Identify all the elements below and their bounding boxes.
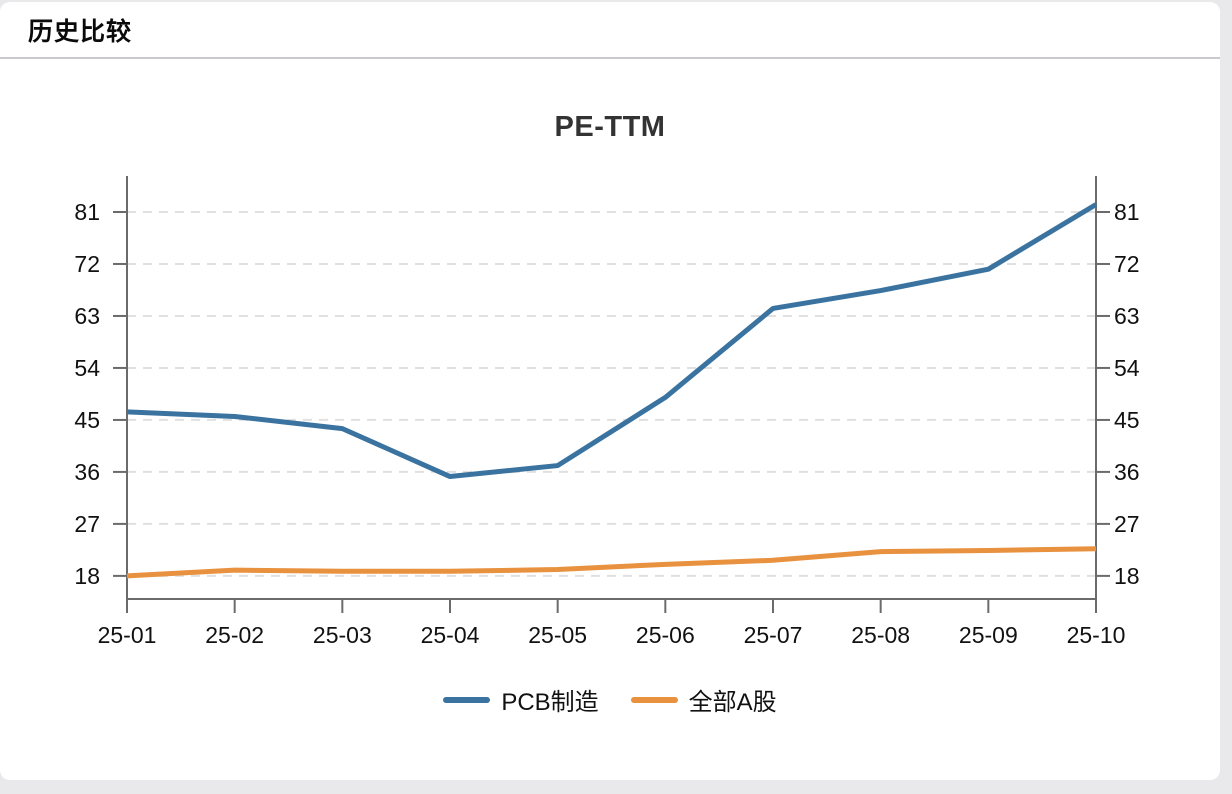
pe-ttm-line-chart: 18 18 27 27 36 36 45 45 54 54 63 63 72 72 81 81 25-01 25-…: [74, 176, 1140, 648]
y-tick-label-left: 72: [74, 251, 100, 277]
legend-swatch-1: [630, 696, 678, 703]
chart-title: PE-TTM: [554, 111, 666, 143]
y-tick-label-right: 63: [1114, 303, 1140, 329]
y-tick-label-left: 63: [74, 303, 100, 329]
y-tick-label-right: 45: [1114, 407, 1140, 433]
x-tick-label: 25-10: [1067, 622, 1126, 648]
x-tick-label: 25-06: [636, 622, 695, 648]
legend-label-0: PCB制造: [501, 689, 599, 716]
y-tick-label-right: 36: [1114, 459, 1140, 485]
legend-item-0[interactable]: PCB制造: [443, 682, 599, 717]
legend-item-1[interactable]: 全部A股: [630, 682, 777, 717]
series-line-0: [126, 202, 1098, 480]
x-tick-label: 25-02: [205, 622, 264, 648]
y-tick-label-left: 45: [74, 407, 100, 433]
series-line-1: [126, 546, 1097, 579]
y-tick-label-left: 18: [74, 563, 100, 589]
y-tick-label-left: 54: [74, 355, 100, 381]
x-tick-label: 25-03: [313, 622, 372, 648]
legend-label-1: 全部A股: [688, 689, 777, 716]
y-tick-label-left: 36: [74, 459, 100, 485]
x-tick-label: 25-05: [528, 622, 587, 648]
chart-legend: PCB制造 全部A股: [0, 682, 1220, 717]
card-header: 历史比较: [0, 2, 1220, 59]
legend-swatch-0: [443, 696, 491, 703]
x-tick-label: 25-09: [959, 622, 1018, 648]
chart-area: 18 18 27 27 36 36 45 45 54 54 63 63 72 72 81 81 25-01 25-…: [0, 156, 1220, 656]
y-tick-label-right: 54: [1114, 355, 1140, 381]
x-tick-label: 25-08: [851, 622, 910, 648]
y-tick-label-right: 81: [1114, 199, 1140, 225]
y-tick-label-left: 27: [74, 511, 100, 537]
x-tick-label: 25-04: [421, 622, 480, 648]
y-tick-label-left: 81: [74, 199, 100, 225]
section-title: 历史比较: [28, 17, 133, 46]
y-tick-label-right: 72: [1114, 251, 1140, 277]
x-tick-label: 25-01: [98, 622, 157, 648]
y-tick-label-right: 27: [1114, 511, 1140, 537]
y-tick-label-right: 18: [1114, 563, 1140, 589]
history-comparison-card: 历史比较 PE-TTM 18 18 27 27 36 36 45 45 54 54 63 63 72 72…: [0, 2, 1220, 780]
x-tick-label: 25-07: [744, 622, 803, 648]
